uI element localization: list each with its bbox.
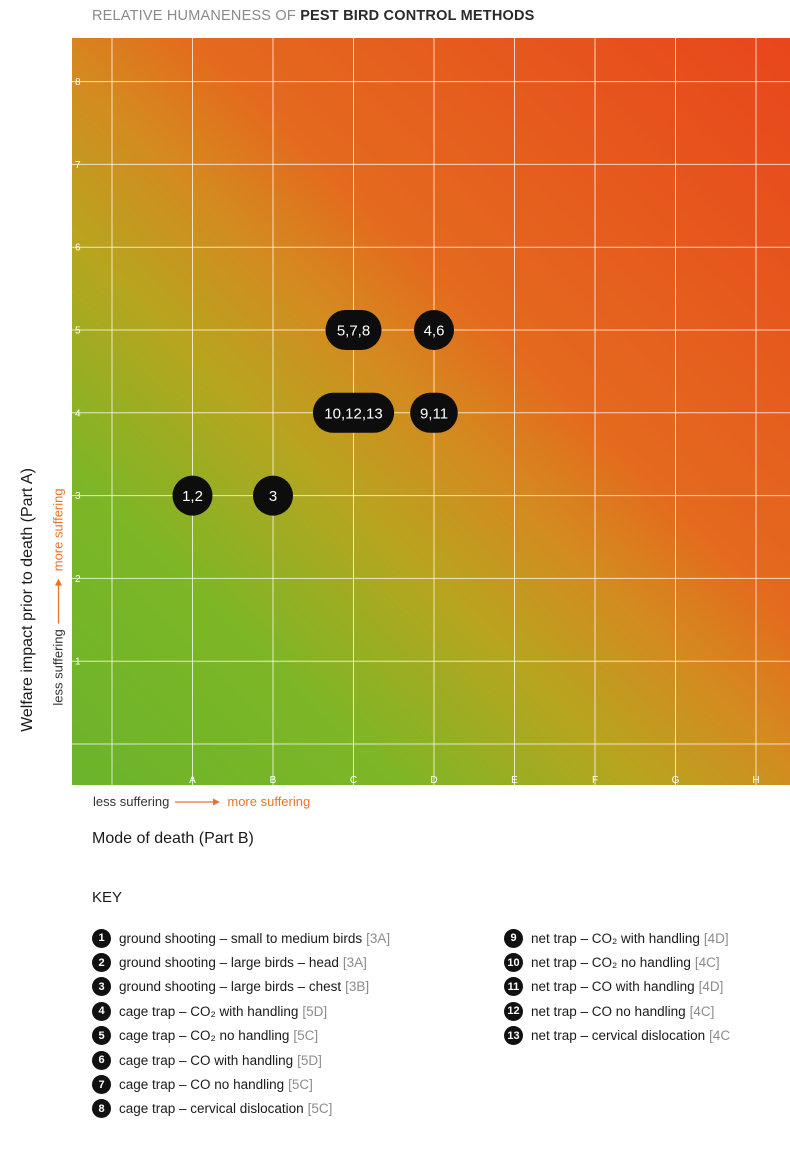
x-arrow-icon	[175, 798, 221, 806]
key-number-badge: 4	[92, 1001, 111, 1021]
key-item-code: [5D]	[297, 1052, 322, 1068]
x-tick-label: G	[672, 775, 680, 786]
key-number-badge: 10	[504, 953, 523, 973]
x-tick-label: E	[511, 775, 518, 786]
y-tick-label: 6	[75, 243, 81, 254]
key-item-code: [4C]	[694, 955, 720, 971]
data-point-label: 5,7,8	[337, 323, 370, 340]
y-tick-label: 3	[75, 491, 81, 502]
key-item-code: [4C]	[689, 1003, 715, 1019]
data-point-marker	[414, 310, 454, 350]
y-tick-label: 1	[75, 657, 81, 668]
y-more-suffering: more suffering	[50, 488, 66, 572]
key-item-code: [3A]	[366, 930, 391, 946]
x-more-suffering: more suffering	[227, 794, 311, 809]
chart-title: RELATIVE HUMANENESS OF PEST BIRD CONTROL…	[92, 8, 535, 24]
key-item-text: ground shooting – small to medium birds	[119, 930, 363, 946]
key-number-badge: 12	[504, 1001, 523, 1021]
key-item-code: [5C]	[288, 1077, 313, 1093]
x-axis-direction: less suffering more suffering	[93, 794, 310, 809]
x-tick-label: D	[430, 775, 437, 786]
key-number-badge: 9	[504, 928, 523, 948]
x-tick-label: F	[592, 775, 598, 786]
key-number-badge: 3	[92, 977, 111, 997]
y-arrow-icon	[54, 578, 62, 624]
key-number-badge: 11	[504, 977, 523, 997]
key-number-badge: 7	[92, 1075, 111, 1095]
key-item: 1 ground shooting – small to medium birds…	[92, 926, 390, 950]
key-item-code: [5C]	[307, 1101, 333, 1117]
data-point-label: 9,11	[420, 405, 448, 422]
key-item-code: [5C]	[293, 1028, 319, 1044]
key-item: 4 cage trap – CO₂ with handling [5D]	[92, 999, 390, 1023]
key-item-text: cage trap – CO no handling	[119, 1077, 285, 1093]
key-item-text: ground shooting – large birds – chest	[119, 979, 342, 995]
key-number-badge: 6	[92, 1050, 111, 1070]
y-tick-label: 2	[75, 574, 81, 585]
tick-labels: A B C D E F G H 1 2 3 4 5 6 7 8	[75, 77, 760, 786]
key-item: 12 net trap – CO no handling [4C]	[504, 999, 730, 1023]
key-number-badge: 13	[504, 1026, 523, 1046]
x-tick-label: H	[752, 775, 759, 786]
key-item-text: cage trap – CO₂ with handling	[119, 1003, 299, 1019]
key-item-code: [4D]	[698, 979, 724, 995]
key-number-badge: 1	[92, 928, 111, 948]
key-item: 11 net trap – CO with handling [4D]	[504, 975, 730, 999]
key-item: 7 cage trap – CO no handling [5C]	[92, 1072, 390, 1096]
key-title: KEY	[92, 889, 123, 906]
key-item-code: [3B]	[345, 979, 370, 995]
key-item: 2 ground shooting – large birds – head [3A…	[92, 950, 390, 974]
data-point-marker	[325, 310, 382, 350]
key-item-text: cage trap – cervical dislocation	[119, 1101, 304, 1117]
key-item-code: [5D]	[302, 1003, 328, 1019]
y-tick-label: 8	[75, 77, 81, 88]
key-number-badge: 2	[92, 953, 111, 973]
x-tick-label: B	[270, 775, 277, 786]
key-number-badge: 5	[92, 1026, 111, 1046]
x-tick-label: C	[350, 775, 357, 786]
key-item-text: net trap – CO₂ with handling	[531, 930, 700, 946]
x-tick-label: A	[189, 775, 196, 786]
key-item-code: [4D]	[703, 930, 729, 946]
key-item-text: net trap – CO₂ no handling	[531, 955, 691, 971]
data-point-label: 10,12,13	[324, 405, 382, 422]
y-tick-label: 5	[75, 326, 81, 337]
key-item-text: cage trap – CO with handling	[119, 1052, 294, 1068]
key-item: 3 ground shooting – large birds – chest [3…	[92, 975, 390, 999]
data-point-marker	[410, 392, 458, 433]
key-item: 13 net trap – cervical dislocation [4C	[504, 1024, 730, 1048]
key-item-code: [4C	[709, 1028, 731, 1044]
key-item-text: cage trap – CO₂ no handling	[119, 1028, 290, 1044]
key-item: 6 cage trap – CO with handling [5D]	[92, 1048, 390, 1072]
key-item-code: [3A]	[342, 955, 367, 971]
key-item-text: net trap – CO no handling	[531, 1003, 686, 1019]
x-axis-label: Mode of death (Part B)	[92, 830, 254, 847]
key-item: 10 net trap – CO₂ no handling [4C]	[504, 950, 730, 974]
data-point-label: 4,6	[424, 323, 445, 340]
x-less-suffering: less suffering	[93, 794, 170, 809]
key-item: 9 net trap – CO₂ with handling [4D]	[504, 926, 730, 950]
key-number-badge: 8	[92, 1099, 111, 1119]
title-light: RELATIVE HUMANENESS OF	[92, 8, 301, 24]
y-axis-direction: less suffering more suffering	[51, 488, 66, 705]
y-axis-label: Welfare impact prior to death (Part A)	[19, 468, 36, 732]
y-less-suffering: less suffering	[50, 629, 66, 706]
data-point-marker	[172, 475, 213, 516]
data-point-label: 3	[269, 488, 277, 505]
y-tick-label: 4	[75, 408, 81, 419]
key-item: 8 cage trap – cervical dislocation [5C]	[92, 1097, 390, 1121]
data-points: 1,2 3 5,7,8 4,6 10,12,13 9,11	[172, 310, 458, 516]
key-item-text: ground shooting – large birds – head	[119, 955, 339, 971]
data-point-marker	[253, 475, 293, 516]
data-point-marker	[312, 392, 395, 433]
y-tick-label: 7	[75, 160, 81, 171]
title-bold: PEST BIRD CONTROL METHODS	[300, 8, 535, 24]
key-item: 5 cage trap – CO₂ no handling [5C]	[92, 1024, 390, 1048]
key-item-text: net trap – CO with handling	[531, 979, 695, 995]
key-list-left: 1 ground shooting – small to medium birds…	[92, 926, 390, 1121]
key-list-right: 9 net trap – CO₂ with handling [4D] 10 net t…	[504, 926, 730, 1048]
key-item-text: net trap – cervical dislocation	[531, 1028, 706, 1044]
data-point-label: 1,2	[182, 488, 203, 505]
